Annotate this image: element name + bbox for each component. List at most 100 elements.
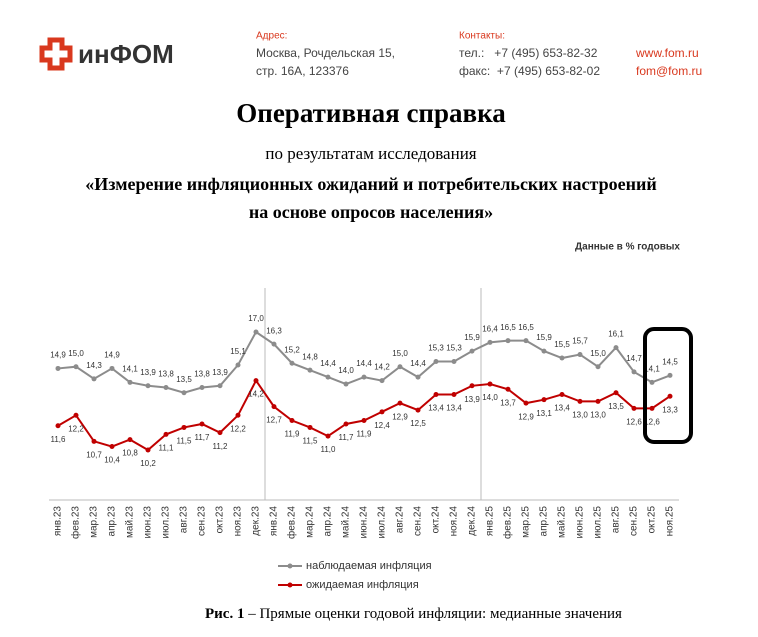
point [145,447,151,453]
x-tick-label: окт.24 [431,506,442,534]
data-label: 13,1 [536,409,552,418]
data-label: 11,9 [357,430,373,439]
data-label: 11,7 [195,433,211,442]
data-label: 13,5 [176,375,192,384]
fax: факс: +7 (495) 653-82-02 [459,64,600,78]
point [415,374,421,380]
point [109,444,115,450]
logo-text: инФОМ [78,39,174,69]
point [505,338,511,344]
data-label: 12,7 [266,416,282,425]
legend-marker [287,563,293,569]
address-label: Адрес: [256,31,287,42]
data-label: 11,7 [339,433,355,442]
chart-note: Данные в % годовых [575,242,680,253]
data-label: 10,4 [104,456,120,465]
data-label: 14,9 [50,351,66,360]
data-label: 11,0 [321,445,337,454]
data-label: 13,4 [428,404,444,413]
point [181,390,187,396]
x-tick-label: июл.25 [593,506,604,539]
point [523,338,529,344]
legend-label: наблюдаемая инфляция [306,560,432,572]
point [613,390,619,396]
data-label: 12,2 [230,424,246,433]
point [307,367,313,373]
x-tick-label: авг.24 [395,506,406,534]
data-label: 14,4 [356,359,372,368]
point [433,391,439,397]
point [127,379,133,385]
title: Оперативная справка [236,98,506,128]
address-line: Москва, Рочдельская 15, [256,46,395,60]
data-label: 13,9 [140,368,156,377]
point [649,405,655,411]
point [199,421,205,427]
data-label: 10,2 [140,459,156,468]
x-tick-label: апр.23 [107,506,118,537]
data-label: 15,7 [572,337,588,346]
data-label: 13,5 [608,402,624,411]
x-tick-label: июл.23 [161,506,172,539]
data-label: 14,3 [86,361,102,370]
data-label: 14,8 [302,352,318,361]
data-label: 16,3 [266,326,282,335]
x-tick-label: авг.23 [179,506,190,534]
point [91,438,97,444]
point [631,405,637,411]
data-label: 14,2 [374,363,390,372]
point [235,412,241,418]
point [343,421,349,427]
x-tick-label: мар.23 [89,506,100,538]
data-label: 15,0 [590,349,606,358]
data-label: 14,1 [644,364,660,373]
x-tick-label: сен.25 [629,506,640,536]
subtitle: по результатам исследования [265,144,476,163]
data-label: 15,9 [536,333,552,342]
point [469,383,475,389]
point [541,397,547,403]
data-label: 14,4 [320,359,336,368]
x-tick-label: фев.24 [286,506,298,539]
caption-label: Рис. 1 [205,606,244,622]
logo-icon [39,37,73,71]
point [271,404,277,410]
data-label: 15,0 [68,349,84,358]
point [667,393,673,399]
x-tick-label: июн.23 [143,506,154,539]
data-label: 11,5 [303,437,319,446]
x-tick-label: июл.24 [377,506,388,539]
data-label: 16,5 [500,323,516,332]
x-tick-label: фев.25 [502,506,514,539]
point [433,359,439,364]
x-tick-label: фев.23 [70,506,82,539]
point [613,345,619,351]
data-label: 14,2 [248,390,264,399]
data-label: 16,5 [518,323,534,332]
chart: янв.23 фев.23 мар.23 апр.23 май.23 июн.23 июл.… [49,288,679,591]
point [397,400,403,406]
point [217,383,223,389]
point [361,374,367,380]
point [289,360,295,366]
email: fom@fom.ru [636,64,702,78]
point [343,381,349,387]
data-label: 12,9 [518,412,534,421]
data-label: 15,1 [230,347,246,356]
point [55,423,61,429]
data-label: 12,2 [68,424,84,433]
point [559,355,565,361]
x-tick-label: май.25 [557,506,568,538]
data-label: 11,5 [177,437,193,446]
data-label: 15,9 [464,333,480,342]
point [235,362,241,368]
data-label: 11,9 [285,430,301,439]
point [325,374,331,380]
point [271,341,277,347]
point [145,383,151,389]
point [451,391,457,397]
legend-marker [287,582,293,588]
x-tick-label: мар.25 [521,506,532,538]
